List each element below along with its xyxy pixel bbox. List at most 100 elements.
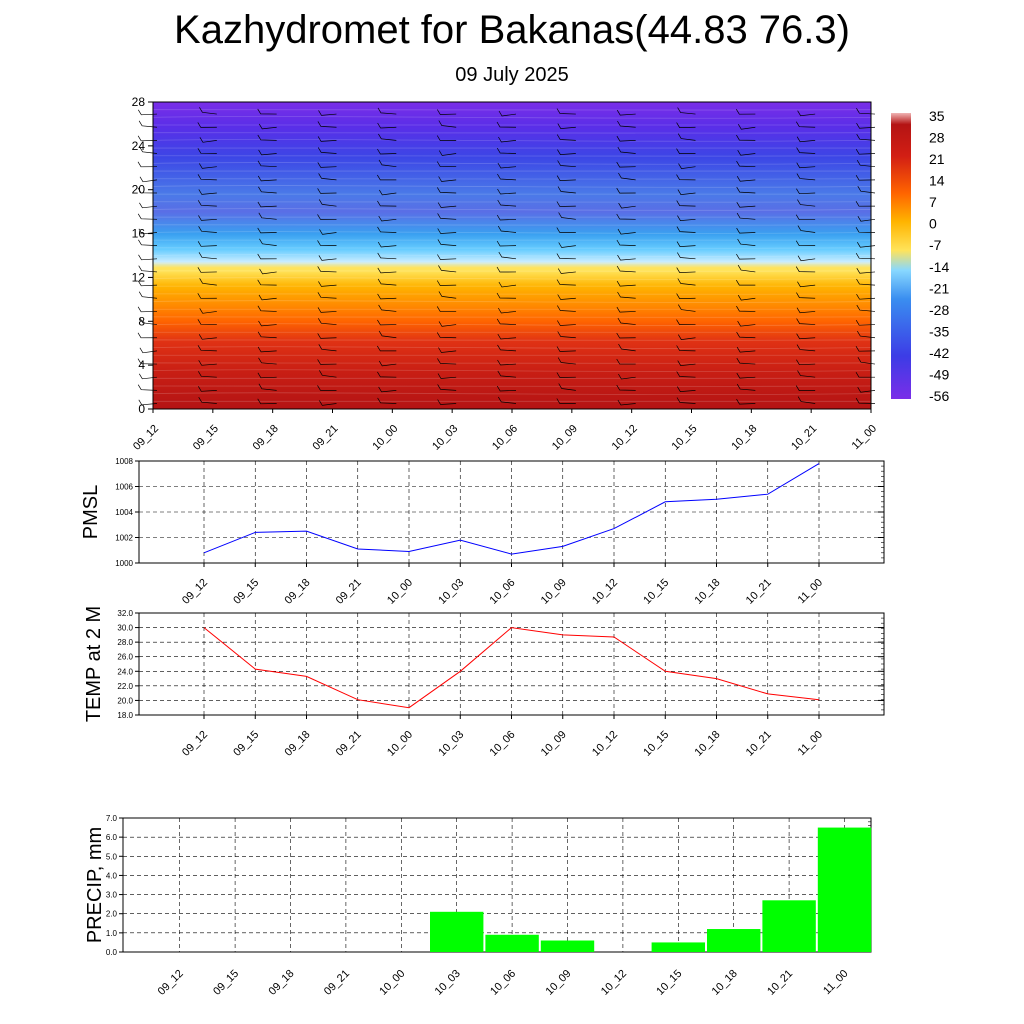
wind-barb	[317, 266, 337, 273]
pmsl-x-tick-label: 09_21	[334, 577, 364, 607]
wind-barb	[378, 159, 397, 168]
precip-y-tick-label: 2.0	[106, 910, 118, 919]
heatmap-y-tick-label: 28	[132, 95, 146, 109]
wind-barb	[498, 251, 517, 260]
heatmap-contour	[152, 231, 872, 234]
wind-barb	[496, 266, 517, 273]
wind-barb	[556, 175, 576, 181]
wind-barb	[377, 278, 397, 286]
pmsl-x-tick-label: 10_21	[744, 577, 774, 607]
wind-barb	[616, 239, 636, 246]
wind-barb	[617, 120, 636, 128]
wind-barb	[616, 213, 636, 220]
wind-barb	[796, 136, 816, 143]
heatmap-x-tick-label: 10_15	[670, 423, 700, 453]
wind-barb	[317, 240, 337, 246]
colorbar-label: -21	[929, 280, 949, 296]
wind-barb	[737, 124, 756, 130]
wind-barb	[139, 317, 158, 325]
wind-barb	[677, 278, 696, 286]
wind-barb	[437, 213, 457, 220]
wind-barb	[795, 214, 816, 221]
precip-bar	[485, 934, 539, 952]
colorbar-label: -42	[929, 345, 949, 361]
wind-barb	[857, 357, 876, 365]
wind-barb	[855, 320, 876, 326]
wind-barb	[318, 281, 337, 287]
wind-barb	[437, 358, 457, 365]
heatmap-contour	[152, 139, 872, 142]
wind-barb	[676, 319, 696, 325]
wind-barb	[556, 398, 576, 404]
temp-y-tick-label: 28.0	[117, 638, 133, 647]
temp-y-tick-label: 20.0	[117, 696, 133, 705]
wind-barb	[676, 252, 696, 260]
wind-barb	[139, 176, 158, 183]
wind-barb	[137, 213, 158, 220]
wind-barb	[257, 175, 277, 182]
wind-barb	[438, 120, 457, 128]
wind-barb	[138, 373, 158, 380]
temp-x-tick-label: 10_06	[488, 729, 518, 759]
precip-x-tick-label: 10_09	[544, 968, 574, 998]
wind-barb	[378, 215, 397, 222]
precip-x-tick-label: 09_18	[267, 968, 297, 998]
pmsl-y-axis-label: PMSL	[80, 485, 102, 539]
wind-barb	[856, 242, 876, 248]
wind-barb	[438, 150, 457, 156]
temp-x-tick-label: 10_03	[436, 729, 466, 759]
wind-barb	[857, 186, 876, 194]
wind-barb	[676, 174, 696, 181]
wind-barb	[197, 122, 217, 128]
colorbar	[891, 113, 911, 399]
wind-barb	[618, 373, 636, 380]
wind-barb	[378, 304, 397, 312]
wind-barb	[318, 400, 337, 406]
wind-barb	[676, 241, 696, 247]
wind-barb	[617, 317, 636, 325]
wind-barb	[616, 280, 636, 287]
wind-barb	[618, 172, 636, 181]
wind-barb	[855, 227, 876, 233]
precip-y-tick-label: 5.0	[106, 852, 118, 861]
wind-barb	[317, 307, 337, 313]
wind-barb	[676, 345, 696, 352]
wind-barb	[736, 331, 756, 339]
wind-barb	[138, 399, 158, 406]
temp-x-tick-label: 09_21	[334, 729, 364, 759]
heatmap-x-tick-label: 09_15	[191, 423, 221, 453]
wind-barb	[197, 174, 217, 181]
wind-barb	[436, 306, 457, 312]
wind-barb	[676, 293, 696, 299]
temp-y-tick-label: 22.0	[117, 682, 133, 691]
wind-barb	[198, 360, 217, 366]
wind-barb	[677, 334, 696, 340]
wind-barb	[318, 173, 337, 181]
wind-barb	[557, 294, 576, 300]
wind-barb	[736, 253, 756, 260]
wind-barb	[736, 227, 756, 234]
wind-barb	[437, 202, 457, 208]
wind-barb	[199, 308, 217, 314]
wind-barb	[376, 345, 397, 352]
wind-barb	[437, 399, 457, 405]
heatmap-contour	[152, 208, 872, 211]
wind-barb	[676, 371, 696, 378]
wind-barb	[318, 344, 337, 352]
precip-x-tick-label: 11_00	[821, 968, 851, 998]
wind-barb	[257, 279, 277, 286]
colorbar-label: 28	[929, 130, 945, 146]
wind-barb	[139, 146, 158, 154]
wind-barb	[258, 320, 277, 327]
wind-barb	[735, 279, 756, 286]
wind-barb	[496, 240, 517, 247]
wind-barb	[617, 228, 636, 235]
wind-barb	[317, 214, 337, 220]
wind-barb	[616, 358, 636, 365]
wind-barb	[257, 305, 277, 312]
wind-barb	[677, 189, 696, 195]
wind-barb	[617, 146, 636, 154]
wind-barb	[197, 371, 217, 378]
wind-barb	[377, 267, 397, 274]
wind-barb	[795, 266, 816, 273]
